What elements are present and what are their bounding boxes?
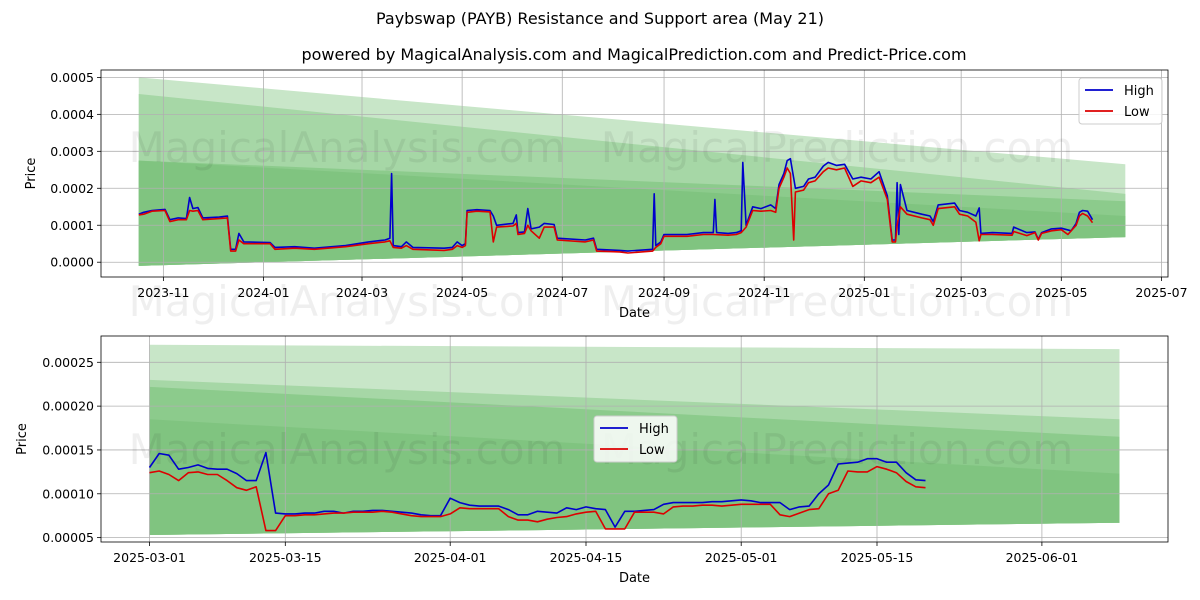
x-axis-label: Date — [619, 571, 650, 586]
x-tick-label: 2025-03 — [935, 285, 987, 300]
watermark: MagicalAnalysis.com — [129, 277, 566, 326]
y-axis-label: Price — [15, 423, 30, 455]
x-tick-label: 2023-11 — [137, 285, 189, 300]
legend-label-high: High — [639, 422, 669, 437]
y-tick-label: 0.0000 — [50, 255, 94, 270]
x-axis-label: Date — [619, 306, 650, 321]
x-tick-label: 2025-04-15 — [550, 550, 623, 565]
x-tick-label: 2025-04-01 — [414, 550, 487, 565]
chart-title: Paybswap (PAYB) Resistance and Support a… — [375, 9, 825, 28]
plot-frame — [100, 335, 1169, 543]
y-tick-label: 0.00015 — [42, 442, 94, 457]
watermark: MagicalAnalysis.com — [129, 123, 566, 172]
x-tick-label: 2025-05-15 — [841, 550, 914, 565]
y-tick-label: 0.00020 — [42, 399, 94, 414]
chart-subtitle: powered by MagicalAnalysis.com and Magic… — [301, 45, 967, 64]
watermark: MagicalPrediction.com — [601, 123, 1074, 172]
series-group — [148, 451, 926, 532]
y-tick-label: 0.0005 — [50, 70, 94, 85]
legend: High Low — [593, 415, 678, 463]
series-group — [138, 157, 1094, 254]
series-line-low — [138, 167, 1094, 254]
x-tick-label: 2024-11 — [738, 285, 790, 300]
x-tick-label: 2024-01 — [237, 285, 289, 300]
x-tick-label: 2024-05 — [436, 285, 488, 300]
panel-2: MagicalAnalysis.com MagicalPrediction.com… — [15, 335, 1169, 586]
y-tick-label: 0.0002 — [50, 181, 94, 196]
grid — [101, 70, 1168, 277]
x-tick-label: 2024-09 — [638, 285, 690, 300]
panel-1: MagicalAnalysis.com MagicalPrediction.com… — [24, 69, 1188, 326]
y-tick-label: 0.0004 — [50, 107, 94, 122]
x-tick-label: 2025-01 — [838, 285, 890, 300]
legend-label-high: High — [1124, 84, 1154, 99]
series-line-low — [149, 465, 926, 532]
x-tick-label: 2025-07 — [1135, 285, 1187, 300]
grid — [101, 336, 1168, 542]
legend-label-low: Low — [639, 443, 665, 458]
series-line-high — [138, 157, 1094, 252]
y-tick-label: 0.00005 — [42, 530, 94, 545]
x-tick-label: 2025-06-01 — [1006, 550, 1079, 565]
band-group — [138, 77, 1126, 266]
x-tick-label: 2025-03-15 — [249, 550, 322, 565]
x-tick-label: 2025-03-01 — [113, 550, 186, 565]
series-line-high — [148, 451, 926, 528]
x-tick-label: 2025-05-01 — [705, 550, 778, 565]
y-tick-label: 0.0003 — [50, 144, 94, 159]
y-axis-label: Price — [24, 158, 39, 190]
y-tick-label: 0.00010 — [42, 486, 94, 501]
y-tick-label: 0.00025 — [42, 355, 94, 370]
x-tick-label: 2025-05 — [1035, 285, 1087, 300]
y-tick-label: 0.0001 — [50, 218, 94, 233]
legend: High Low — [1078, 77, 1163, 125]
plot-frame — [100, 69, 1169, 278]
watermark: MagicalPrediction.com — [601, 277, 1074, 326]
legend-label-low: Low — [1124, 105, 1150, 120]
x-tick-label: 2024-03 — [336, 285, 388, 300]
x-tick-label: 2024-07 — [536, 285, 588, 300]
